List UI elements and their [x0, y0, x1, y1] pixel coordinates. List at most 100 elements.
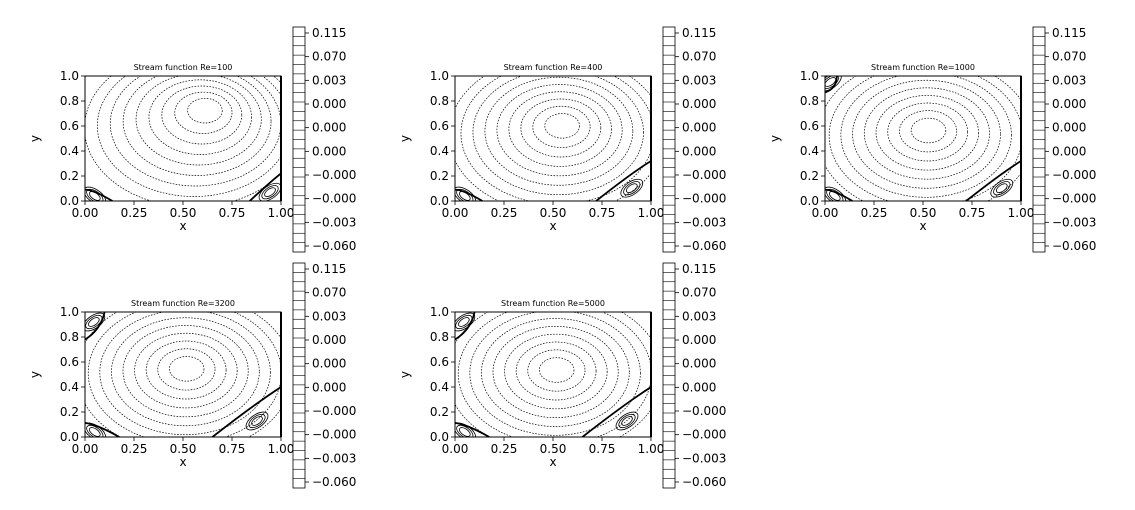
eddy-contour: [85, 312, 106, 332]
colorbar-tick-label: −0.000: [312, 168, 356, 182]
streamline: [544, 113, 580, 139]
eddy-contour: [455, 312, 476, 332]
chart-title: Stream function Re=1000: [871, 63, 975, 72]
colorbar-tick-label: 0.000: [1052, 121, 1086, 135]
streamline: [122, 76, 272, 176]
y-axis-label: y: [398, 371, 412, 378]
x-axis-label: x: [179, 455, 186, 469]
streamline: [484, 76, 634, 186]
y-tick-label: 0.0: [430, 194, 449, 208]
x-tick-label: 0.50: [170, 206, 197, 220]
streamline: [135, 76, 262, 166]
streamline: [174, 91, 233, 134]
colorbar-tick-label: 0.000: [682, 380, 716, 394]
eddy-contour: [86, 424, 104, 437]
y-tick-label: 0.2: [60, 405, 79, 419]
y-tick-label: 1.0: [800, 69, 819, 83]
y-tick-label: 0.4: [430, 380, 449, 394]
eddy-contour: [993, 181, 1011, 196]
x-tick-label: 0.00: [442, 442, 469, 456]
streamline: [457, 312, 651, 437]
streamline: [910, 117, 947, 144]
colorbar-tick-label: 0.070: [312, 50, 346, 64]
contour-lines: [825, 76, 1021, 201]
x-tick-label: 1.00: [1008, 206, 1035, 220]
contour-panel-2: 0.00 0.25 0.50 0.75 1.00 0.0 0.2 0.4 0.6 0.8 1.0 St…: [398, 26, 726, 253]
colorbar-tick-label: 0.003: [1052, 73, 1086, 87]
colorbar: 0.115 0.070 0.003 0.000 0.000 0.000 −0.000 −0.0…: [662, 262, 726, 489]
colorbar-tick-label: 0.000: [682, 357, 716, 371]
colorbar-tick-label: 0.000: [312, 97, 346, 111]
eddy-contour: [458, 427, 471, 437]
streamline: [157, 348, 216, 391]
x-tick-label: 1.00: [268, 442, 295, 456]
contour-lines: [85, 76, 281, 201]
eddy-contour: [456, 424, 474, 437]
y-tick-label: 0.6: [60, 119, 79, 133]
colorbar-tick-label: −0.000: [1052, 168, 1096, 182]
streamline: [492, 325, 619, 419]
contour-lines: [455, 312, 651, 437]
y-tick-label: 0.6: [430, 119, 449, 133]
y-axis-label: y: [28, 135, 42, 142]
colorbar-tick-label: −0.003: [1052, 215, 1096, 229]
colorbar-tick-label: 0.000: [682, 333, 716, 347]
streamline: [508, 91, 612, 167]
colorbar-tick-label: 0.070: [682, 50, 716, 64]
y-tick-label: 0.0: [800, 194, 819, 208]
eddy-contour: [995, 183, 1008, 194]
colorbar-tick-label: 0.003: [312, 73, 346, 87]
colorbar-tick-label: 0.000: [312, 144, 346, 158]
colorbar-tick-label: 0.000: [682, 121, 716, 135]
colorbar-tick-label: 0.070: [312, 286, 346, 300]
streamline: [161, 85, 243, 145]
x-tick-label: 0.75: [589, 206, 616, 220]
y-tick-label: 0.6: [60, 355, 79, 369]
x-axis-label: x: [549, 455, 556, 469]
x-tick-label: 0.25: [121, 442, 148, 456]
eddy-contour: [621, 416, 633, 426]
colorbar-tick-label: 0.003: [682, 73, 716, 87]
y-tick-label: 1.0: [60, 305, 79, 319]
colorbar-tick-label: −0.003: [682, 451, 726, 465]
streamline: [148, 79, 252, 155]
separatrix: [965, 160, 1021, 201]
y-tick-label: 0.0: [430, 430, 449, 444]
chart-title: Stream function Re=400: [504, 63, 603, 72]
eddy-contour: [458, 317, 470, 327]
colorbar-tick-label: −0.000: [1052, 192, 1096, 206]
colorbar-tick-label: 0.000: [1052, 144, 1086, 158]
y-tick-label: 0.8: [60, 94, 79, 108]
axes-frame: [454, 311, 652, 438]
x-tick-label: 0.75: [959, 206, 986, 220]
eddy-contour: [826, 188, 844, 201]
x-tick-label: 0.00: [812, 206, 839, 220]
streamline: [863, 87, 990, 180]
colorbar-tick-label: 0.070: [1052, 50, 1086, 64]
streamline: [852, 79, 1001, 189]
y-tick-label: 0.2: [60, 169, 79, 183]
eddy-contour: [455, 314, 473, 330]
colorbar-tick-label: −0.000: [682, 168, 726, 182]
streamline: [875, 95, 979, 171]
colorbar-tick-label: −0.000: [682, 404, 726, 418]
eddy-contour: [261, 185, 279, 200]
contour-panel-5: 0.00 0.25 0.50 0.75 1.00 0.0 0.2 0.4 0.6 0.8 1.0 St…: [398, 262, 726, 489]
x-tick-label: 0.00: [72, 206, 99, 220]
eddy-contour: [456, 188, 474, 201]
x-tick-label: 0.25: [491, 442, 518, 456]
chart-title: Stream function Re=5000: [501, 299, 605, 308]
streamline: [828, 76, 1021, 201]
streamline: [887, 102, 969, 162]
y-axis-label: y: [28, 371, 42, 378]
x-tick-label: 0.75: [219, 206, 246, 220]
separatrix: [211, 386, 281, 437]
x-tick-label: 0.50: [540, 206, 567, 220]
x-axis-label: x: [179, 219, 186, 233]
contour-lines: [85, 312, 281, 437]
y-tick-label: 1.0: [430, 305, 449, 319]
y-tick-label: 0.8: [430, 94, 449, 108]
separatrix: [249, 172, 281, 201]
contour-panel-1: 0.00 0.25 0.50 0.75 1.00 0.0 0.2 0.4 0.6 0.8 1.0 St…: [28, 26, 356, 253]
eddy-contour: [825, 76, 839, 90]
